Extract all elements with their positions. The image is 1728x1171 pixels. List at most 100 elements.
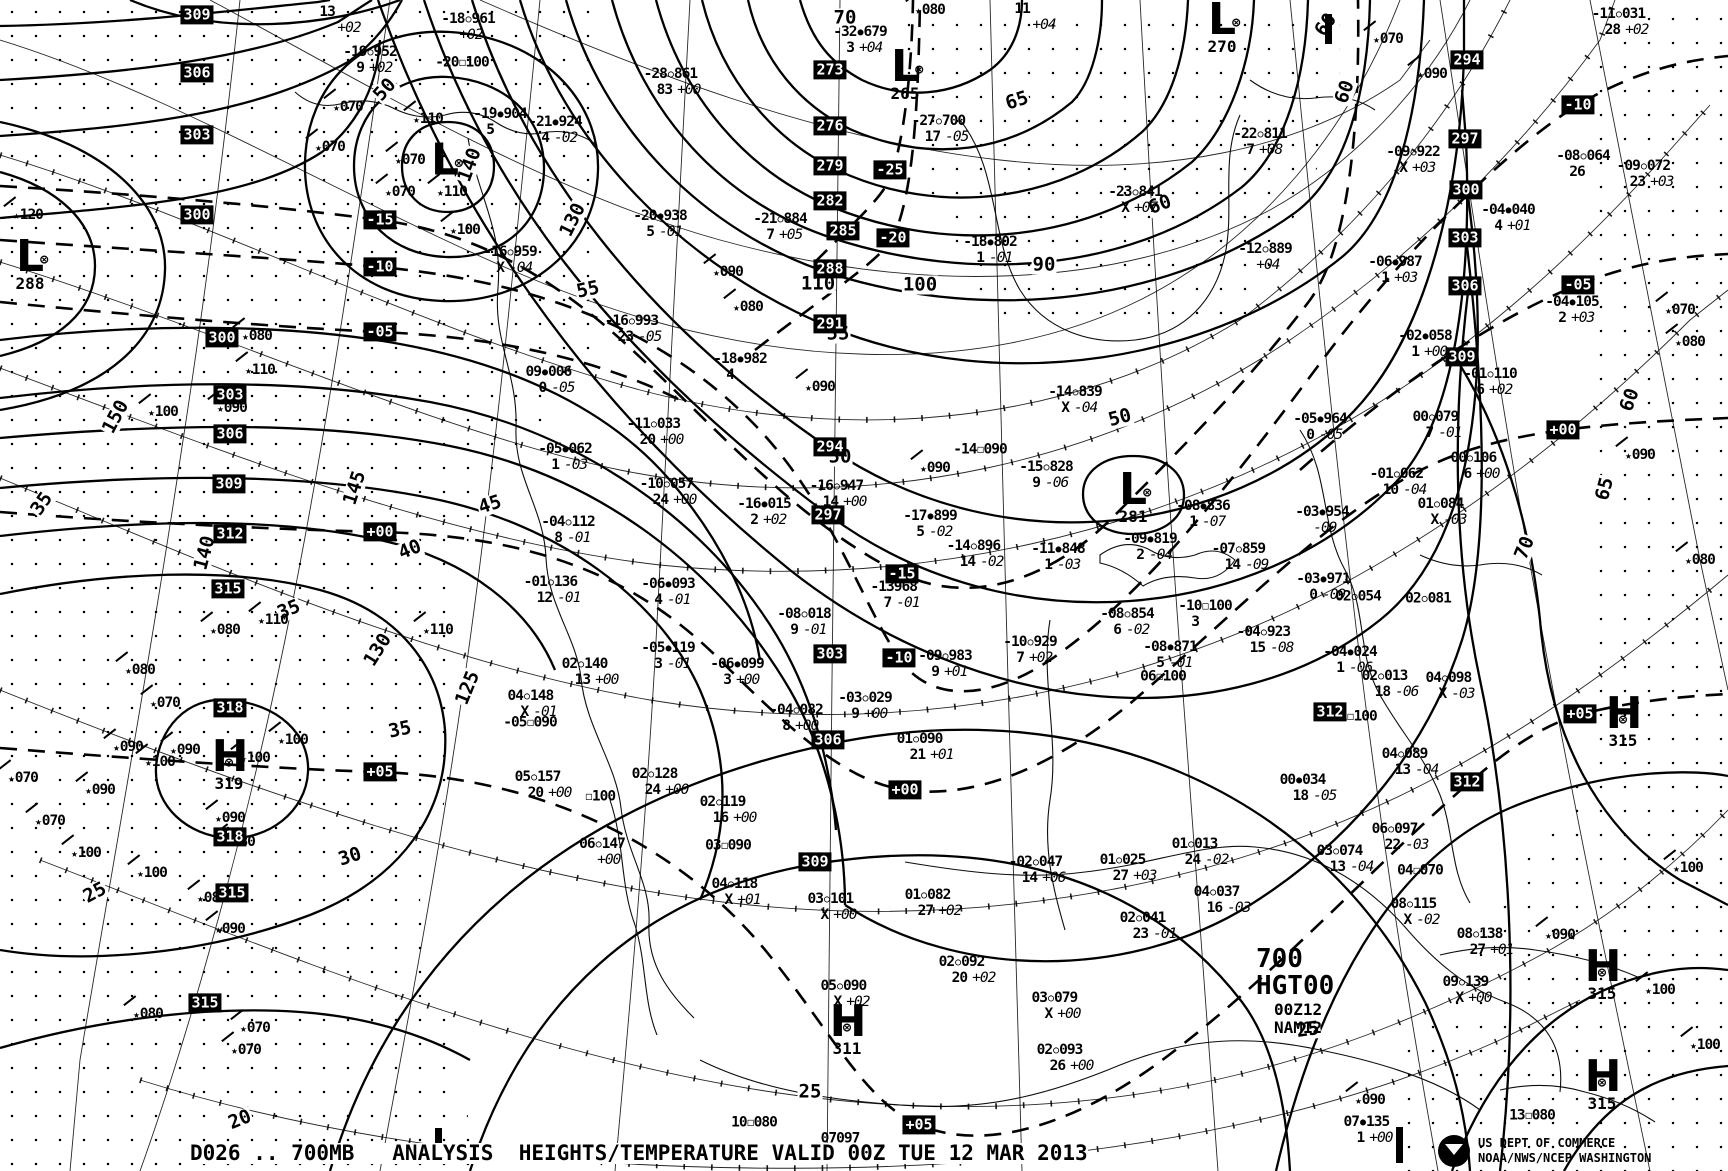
station-plot: -21●924 4 -02 xyxy=(528,113,583,146)
station-plot: 02○128 24 +00 xyxy=(632,766,690,798)
station-plot: 04○148 X -01 xyxy=(508,688,558,720)
station-height: 090 xyxy=(843,977,867,994)
station-marker-icon: ○ xyxy=(565,516,571,528)
station-plot: -23○841 X +07 xyxy=(1108,183,1163,216)
station-temp: 09 xyxy=(1442,973,1460,990)
low-center-symbol: L ⊗ 270 xyxy=(1207,0,1241,57)
station-marker-icon: ● xyxy=(1569,296,1575,308)
station-height-change: +00 xyxy=(1476,465,1500,482)
station-height: 072 xyxy=(1646,157,1671,174)
wind-station: ★070 xyxy=(231,1043,262,1058)
star-marker-icon: ★ xyxy=(71,846,78,860)
station-plot: -18●802 1 -01 xyxy=(963,233,1017,266)
wind-direction-label: 090 xyxy=(1423,65,1448,82)
station-height: 105 xyxy=(1575,293,1600,310)
station-height: 889 xyxy=(1268,240,1293,257)
station-plot: 02○119 16 +00 xyxy=(700,794,758,826)
station-height-change: -07 xyxy=(1202,513,1226,530)
station-temp: -16 xyxy=(737,495,761,512)
circle-x-icon: ⊗ xyxy=(224,754,234,771)
station-height-change: -04 xyxy=(1149,546,1173,563)
station-marker-icon: ● xyxy=(987,236,993,248)
station-height-change: -04 xyxy=(509,259,533,276)
star-marker-icon: ★ xyxy=(278,733,285,747)
station-plot: -21○884 7 +05 xyxy=(753,210,808,243)
station-marker-icon: ○ xyxy=(1467,452,1473,464)
wind-station: ★090 xyxy=(1545,928,1576,943)
isotherm-label: -20 xyxy=(876,228,910,248)
station-dewpt: 27 xyxy=(1112,867,1130,884)
star-marker-icon: ★ xyxy=(1685,553,1692,567)
station-height: 811 xyxy=(1263,125,1288,142)
station-temp: 01 xyxy=(1171,835,1189,852)
star-marker-icon: ★ xyxy=(150,696,157,710)
station-marker-icon: ● xyxy=(1505,204,1511,216)
station-temp: -18 xyxy=(713,350,737,367)
station-height: 841 xyxy=(1138,183,1163,200)
station-marker-icon: □ xyxy=(747,1117,754,1129)
wind-station: ★070 xyxy=(1665,301,1696,318)
station-height: 839 xyxy=(1078,383,1103,400)
station-plot: -10□100 3 xyxy=(1178,598,1232,630)
isotherm-label: +00 xyxy=(888,780,922,800)
graticule-label: 110 xyxy=(799,272,837,295)
station-plot: -04●024 1 -06 xyxy=(1323,644,1377,676)
station-temp: -02 xyxy=(1398,327,1422,344)
station-plot: 09●006 0 -05 xyxy=(525,363,576,396)
station-plot: 07●135 1 +00 xyxy=(1344,1113,1394,1146)
station-plot: 08○115 X -02 xyxy=(1391,896,1441,928)
station-dewpt: 20 xyxy=(527,784,545,801)
station-plot: 02○041 23 -01 xyxy=(1120,910,1178,942)
station-height: 006 xyxy=(548,363,572,380)
station-marker-icon: ○ xyxy=(1132,186,1138,198)
station-height: 854 xyxy=(1130,605,1155,622)
station-marker-icon: ○ xyxy=(663,478,670,490)
station-temp: -01 xyxy=(1369,465,1394,482)
station-plot: 08○138 27 +01 xyxy=(1457,926,1515,958)
station-dewpt: X xyxy=(1399,159,1408,176)
station-marker-icon: ○ xyxy=(1262,243,1268,255)
height-contour-label: 315 xyxy=(211,579,245,599)
station-height-change: -05 xyxy=(945,128,969,145)
station-marker-icon: ○ xyxy=(1116,854,1122,866)
station-temp: 06 xyxy=(1371,820,1389,837)
station-plot: -19●904 5 xyxy=(473,106,527,138)
station-marker-icon: ○ xyxy=(1434,498,1440,510)
station-height-change: +00 xyxy=(660,431,684,448)
station-height: 884 xyxy=(783,210,808,227)
station-height: 961 xyxy=(471,10,496,27)
star-marker-icon: ★ xyxy=(1675,335,1682,349)
station-height: 135 xyxy=(1366,1113,1390,1130)
station-dewpt: 14 xyxy=(959,553,977,570)
station-height: 861 xyxy=(673,65,698,82)
station-height: 100 xyxy=(591,788,616,805)
wind-station: ★100 xyxy=(1645,983,1676,998)
wind-station: ★070 xyxy=(8,771,39,786)
station-temp: -08 xyxy=(777,605,801,622)
station-temp: -18 xyxy=(963,233,987,250)
wind-station: ★100 xyxy=(240,751,271,766)
station-plot: 04○098 X -03 xyxy=(1426,670,1476,702)
wind-direction-label: 070 xyxy=(1671,301,1696,318)
station-temp: -14 xyxy=(953,441,977,458)
center-value: 319 xyxy=(214,774,244,794)
station-plot: -08○018 9 -01 xyxy=(777,605,831,638)
height-contour-label: 318 xyxy=(213,698,247,718)
station-height: 074 xyxy=(1339,842,1363,859)
station-dewpt: 3 xyxy=(846,39,855,56)
station-temp: -08 xyxy=(1143,638,1167,655)
station-height: 924 xyxy=(558,113,583,130)
station-plot: 09○139 X +00 xyxy=(1442,973,1493,1006)
isotherm-label: -25 xyxy=(873,160,907,180)
wind-station: ★100 xyxy=(1673,861,1704,876)
star-marker-icon: ★ xyxy=(245,363,252,377)
star-marker-icon: ★ xyxy=(217,401,224,415)
station-dewpt: X xyxy=(1430,511,1440,528)
center-value: 315 xyxy=(1587,1094,1617,1114)
star-marker-icon: ★ xyxy=(1673,861,1680,875)
station-temp: 10 xyxy=(731,1114,748,1131)
station-plot: -18○961 +02 xyxy=(441,10,496,43)
station-plot: 00○106 6 +00 xyxy=(1451,450,1501,482)
wind-direction-label: 090 xyxy=(811,378,836,395)
station-temp: 09 xyxy=(525,363,543,380)
